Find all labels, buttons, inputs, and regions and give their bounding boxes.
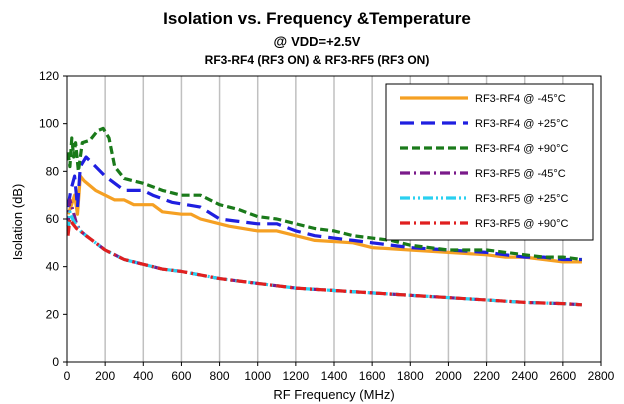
legend-label: RF3-RF4 @ +25°C (475, 118, 569, 130)
x-tick-label: 1400 (321, 369, 348, 383)
series-lines (66, 126, 583, 307)
legend-box (385, 83, 594, 241)
x-tick-label: 1800 (397, 369, 424, 383)
y-axis-label: Isolation (dB) (10, 184, 25, 261)
y-tick-label: 40 (46, 260, 60, 274)
chart-subtitle: @ VDD=+2.5V (274, 33, 361, 49)
chart-title: Isolation vs. Frequency &Temperature (163, 9, 471, 28)
x-tick-label: 200 (95, 369, 115, 383)
y-tick-label: 60 (46, 212, 60, 226)
y-tick-label: 0 (52, 355, 59, 369)
x-tick-label: 1000 (244, 369, 271, 383)
x-tick-label: 1200 (283, 369, 310, 383)
legend-label: RF3-RF5 @ +25°C (475, 193, 569, 205)
x-tick-label: 400 (133, 369, 153, 383)
chart-subtitle-prefix: @ (274, 33, 292, 49)
x-axis-label: RF Frequency (MHz) (273, 387, 394, 402)
legend-label: RF3-RF5 @ -45°C (475, 168, 566, 180)
x-tick-label: 2400 (511, 369, 538, 383)
legend-label: RF3-RF5 @ +90°C (475, 218, 569, 230)
series-line (66, 155, 582, 262)
chart-subtitle-main: VDD=+2.5V (291, 34, 361, 49)
x-tick-label: 2200 (473, 369, 500, 383)
x-tick-label: 0 (64, 369, 71, 383)
legend-label: RF3-RF4 @ -45°C (475, 93, 566, 105)
y-tick-label: 80 (46, 164, 60, 178)
y-tick-label: 20 (46, 307, 60, 321)
chart-subtitle-2: RF3-RF4 (RF3 ON) & RF3-RF5 (RF3 ON) (205, 53, 430, 67)
x-tick-label: 600 (171, 369, 191, 383)
series-line (66, 174, 582, 264)
x-tick-label: 1600 (359, 369, 386, 383)
legend: RF3-RF4 @ -45°C RF3-RF4 @ +25°C RF3-RF4 @ … (385, 83, 594, 241)
y-tick-label: 100 (39, 117, 59, 131)
x-tick-label: 2800 (588, 369, 615, 383)
series-line (66, 126, 583, 262)
axes (63, 75, 602, 366)
legend-label: RF3-RF4 @ +90°C (475, 143, 569, 155)
x-tick-label: 2600 (550, 369, 577, 383)
x-tick-label: 2000 (435, 369, 462, 383)
series-line (66, 217, 583, 307)
y-tick-label: 120 (39, 69, 59, 83)
x-tick-label: 800 (210, 369, 230, 383)
